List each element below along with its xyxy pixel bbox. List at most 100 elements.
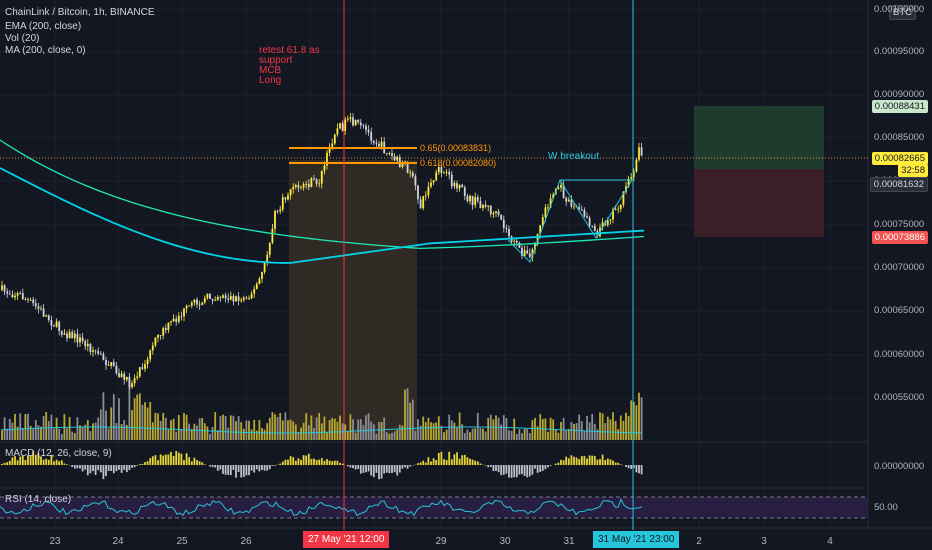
macd-bar (445, 459, 448, 465)
volume-bar (526, 428, 529, 440)
w-breakout-annotation[interactable]: W breakout (548, 151, 600, 162)
candle-body (27, 299, 29, 300)
candle-body (378, 143, 380, 147)
rsi-axis-value: 50.00 (874, 502, 898, 513)
candle-body (560, 184, 562, 188)
price-tick: 0.00065000 (874, 305, 925, 316)
candle-body (513, 240, 516, 242)
macd-bar (513, 465, 516, 478)
volume-bar (479, 428, 482, 440)
volume-bar (118, 398, 120, 440)
candle-body (482, 204, 484, 209)
candle-body (219, 296, 222, 298)
candle-body (154, 337, 157, 346)
stop-zone[interactable] (694, 169, 824, 237)
rsi-line[interactable] (0, 497, 643, 517)
candle-body (349, 117, 352, 119)
macd-bar (375, 465, 378, 473)
ema-indicator-title[interactable]: EMA (200, close) (5, 21, 82, 32)
fib-065-label: 0.65(0.00083831) (420, 143, 492, 153)
macd-bar (497, 465, 500, 473)
candle-body (549, 198, 552, 208)
price-tick: 0.00060000 (874, 349, 925, 360)
candle-body (214, 300, 217, 302)
time-marker-31may[interactable]: 31 May '21 23:00 (593, 531, 680, 548)
candle-body (344, 119, 347, 131)
vol-indicator-title[interactable]: Vol (20) (5, 33, 40, 44)
macd-bar (586, 458, 588, 465)
volume-bar (131, 410, 133, 440)
candle-body (331, 143, 334, 148)
volume-bar (188, 423, 191, 440)
macd-bar (489, 465, 492, 467)
volume-bar (170, 420, 172, 440)
price-tick: 0.00055000 (874, 392, 925, 403)
candle-body (531, 249, 534, 257)
macd-bar (593, 456, 596, 465)
volume-bar (287, 420, 289, 440)
macd-bar (141, 463, 144, 465)
candle-body (203, 298, 206, 303)
macd-bar (437, 452, 440, 465)
volume-bar (523, 428, 526, 440)
time-marker-27may[interactable]: 27 May '21 12:00 (303, 531, 390, 548)
candle-body (188, 305, 191, 307)
candle-body (89, 343, 92, 352)
macd-bar (60, 460, 63, 465)
macd-title[interactable]: MACD (12, 26, close, 9) (5, 448, 112, 459)
volume-bar (235, 421, 237, 440)
volume-bar (417, 419, 419, 440)
target-zone[interactable] (694, 106, 824, 169)
candle-body (300, 187, 302, 189)
macd-bar (154, 455, 157, 465)
rsi-title[interactable]: RSI (14, close) (5, 494, 72, 505)
volume-bar (419, 425, 422, 440)
date-tick: 2 (696, 536, 702, 547)
macd-bar (32, 450, 35, 465)
macd-bar (450, 459, 453, 465)
macd-bar (149, 458, 152, 465)
currency-badge[interactable]: BTC (889, 5, 916, 20)
volume-bar (1, 429, 3, 440)
macd-bar (336, 460, 339, 465)
volume-bar (518, 429, 521, 440)
candle-body (79, 337, 81, 343)
retest-annotation[interactable]: retest 61.8 as support MCB Long (259, 46, 320, 86)
candle-body (586, 216, 588, 218)
candle-body (398, 156, 401, 168)
candle-body (508, 228, 510, 237)
volume-bar (203, 423, 206, 440)
volume-bar (27, 413, 29, 440)
volume-bar (198, 418, 201, 440)
macd-bar (630, 465, 633, 470)
annotation-line: MCB (259, 65, 282, 76)
ma-indicator-title[interactable]: MA (200, close, 0) (5, 45, 86, 56)
volume-bar (528, 433, 531, 440)
candle-body (385, 153, 388, 155)
ma-200-line[interactable] (0, 167, 645, 264)
price-tick: 0.00100000 (874, 4, 925, 15)
macd-bar (456, 452, 458, 465)
candle-body (606, 220, 609, 226)
macd-bar (560, 459, 562, 465)
macd-bar (188, 457, 191, 465)
candle-body (557, 187, 560, 189)
macd-bar (443, 459, 445, 465)
candle-body (242, 297, 245, 300)
w-pattern-line[interactable] (507, 178, 633, 263)
candle-body (614, 208, 617, 210)
volume-bar (219, 416, 222, 440)
macd-bar (521, 465, 523, 475)
candle-body (341, 123, 344, 131)
volume-bar (435, 422, 438, 440)
volume-bar (427, 417, 430, 440)
candle-body (593, 225, 596, 232)
price-tick: 0.00090000 (874, 89, 925, 100)
symbol-title[interactable]: ChainLink / Bitcoin, 1h, BINANCE (5, 7, 155, 18)
macd-bar (58, 461, 61, 465)
macd-bar (19, 456, 22, 465)
volume-bar (606, 416, 609, 440)
volume-bar (183, 412, 185, 440)
candle-body (487, 205, 490, 207)
